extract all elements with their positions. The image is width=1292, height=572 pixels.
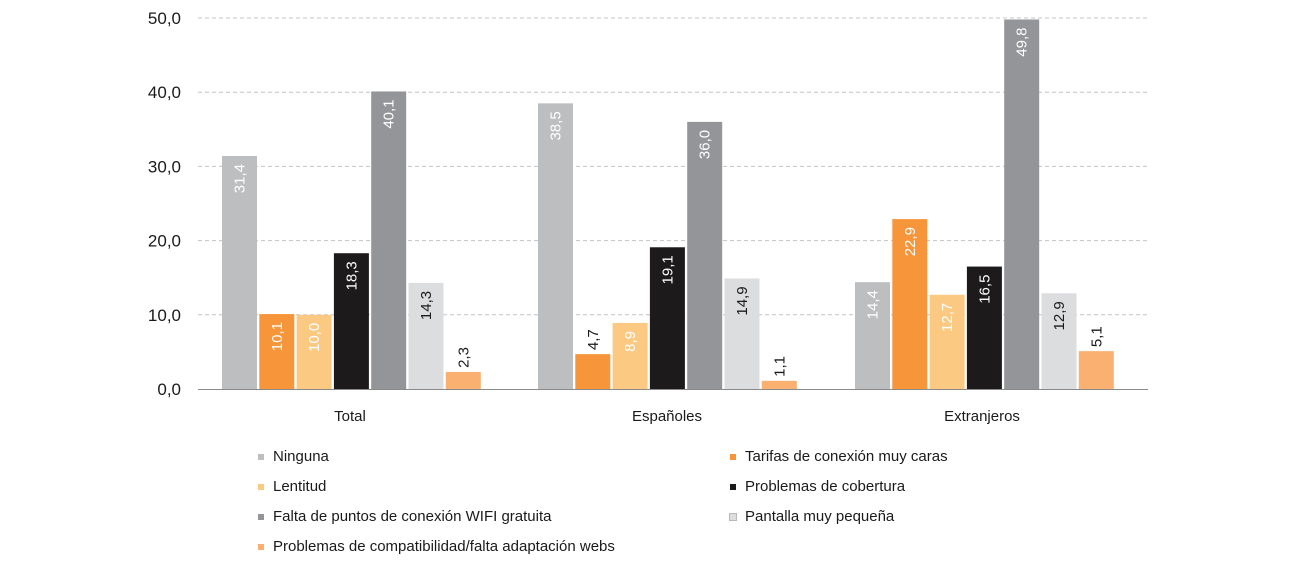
data-label: 1,1 [771,356,788,377]
legend-label: Tarifas de conexión muy caras [745,448,948,465]
bar [966,266,1002,389]
data-label: 14,4 [865,290,882,319]
legend-item: Tarifas de conexión muy caras [730,448,948,465]
legend-swatch [258,513,264,520]
bar [1078,351,1114,389]
y-tick-label: 50,0 [148,9,181,28]
bar [445,371,481,389]
data-label: 4,7 [585,329,602,350]
bar [724,278,760,389]
bar [575,354,611,389]
y-tick-label: 30,0 [148,157,181,176]
legend-item: Falta de puntos de conexión WIFI gratuit… [258,508,552,525]
legend-label: Ninguna [273,448,329,465]
legend-item: Lentitud [258,478,326,495]
legend-label: Problemas de compatibilidad/falta adapta… [273,538,615,555]
data-label: 40,1 [381,99,398,128]
data-label: 12,7 [939,303,956,332]
data-label: 12,9 [1051,301,1068,330]
bar [687,121,723,389]
data-label: 31,4 [232,164,249,193]
data-label: 19,1 [659,255,676,284]
legend-item: Ninguna [258,448,329,465]
bar [1004,19,1040,389]
data-label: 10,1 [269,322,286,351]
legend-item: Pantalla muy pequeña [729,508,895,525]
legend-item: Problemas de cobertura [730,478,905,495]
bar [612,322,648,389]
data-label: 10,0 [306,323,323,352]
bar [855,282,890,389]
data-label: 14,9 [734,286,751,315]
data-label: 38,5 [548,111,565,140]
legend-swatch [730,483,736,490]
legend-swatch [729,512,737,521]
y-tick-label: 10,0 [148,306,181,325]
y-tick-label: 40,0 [148,83,181,102]
bar [1041,293,1077,389]
legend-swatch [258,483,264,490]
data-label: 14,3 [418,291,435,320]
bar [333,253,369,389]
legend-label: Problemas de cobertura [745,478,906,495]
data-label: 22,9 [902,227,919,256]
bar [371,91,407,389]
bar [296,314,332,389]
bar [929,294,965,389]
y-tick-label: 0,0 [157,380,181,399]
bar [892,219,928,389]
data-label: 49,8 [1014,27,1031,56]
legend-swatch [258,453,264,460]
bar [408,282,444,389]
x-tick-label: Extranjeros [944,408,1020,425]
x-tick-label: Total [334,408,366,425]
bar-chart: 0,0 10,0 20,0 30,0 40,0 50,0 31,4 10,1 10,0 18,3 4… [148,9,1148,425]
data-label: 16,5 [976,275,993,304]
data-label: 36,0 [697,130,714,159]
bar [761,380,797,389]
bar [649,247,685,389]
legend-label: Lentitud [273,478,327,495]
data-label: 5,1 [1088,326,1105,347]
y-tick-label: 20,0 [148,232,181,251]
legend-swatch [258,543,264,550]
x-tick-label: Españoles [632,408,702,425]
legend-swatch [730,453,736,460]
legend-label: Pantalla muy pequeña [745,508,895,525]
bar [259,314,295,389]
legend-item: Problemas de compatibilidad/falta adapta… [258,538,615,555]
data-label: 18,3 [343,261,360,290]
bar [222,156,257,389]
bar [538,103,573,389]
data-label: 8,9 [622,331,639,352]
legend-label: Falta de puntos de conexión WIFI gratuit… [273,508,552,525]
data-label: 2,3 [455,347,472,368]
